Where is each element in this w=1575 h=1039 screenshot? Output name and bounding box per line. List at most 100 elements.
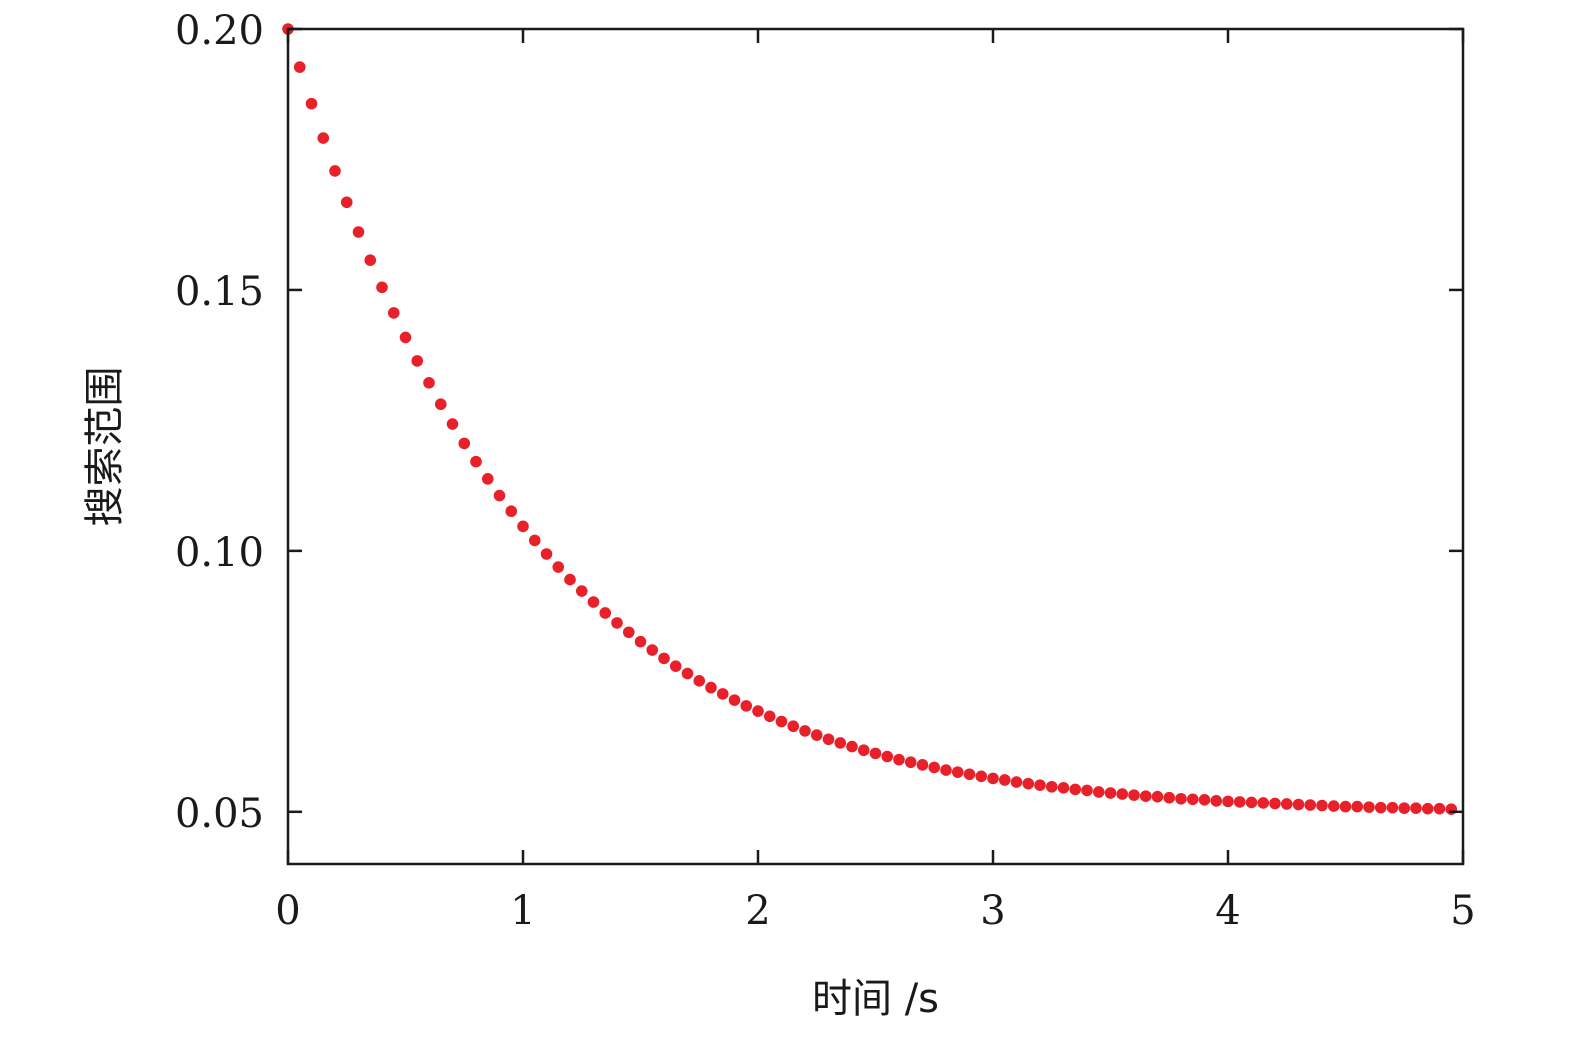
data-point: [528, 534, 541, 547]
data-point: [1257, 797, 1270, 809]
data-point: [1327, 800, 1340, 812]
data-point: [1010, 776, 1023, 788]
data-point: [1151, 790, 1164, 803]
data-point: [646, 644, 659, 656]
data-point: [1421, 802, 1434, 815]
y-tick-label: 0.10: [175, 530, 264, 576]
plot-frame: [286, 27, 1465, 866]
data-point: [1245, 796, 1258, 809]
data-point: [1386, 801, 1399, 814]
data-point: [846, 740, 858, 753]
data-point: [458, 437, 471, 450]
data-point: [1069, 783, 1082, 796]
data-point: [693, 675, 706, 687]
x-tick-label: 2: [745, 888, 770, 934]
data-point: [669, 660, 682, 673]
data-point: [1210, 795, 1223, 807]
data-point: [1104, 787, 1117, 799]
data-point: [446, 418, 459, 430]
data-point: [1092, 786, 1105, 798]
data-point: [1198, 794, 1211, 806]
data-point: [1304, 799, 1317, 811]
data-point: [998, 774, 1011, 786]
data-point: [1081, 784, 1093, 797]
data-point: [834, 737, 847, 749]
x-tick-label: 4: [1215, 888, 1240, 934]
x-tick-label: 1: [510, 888, 535, 934]
data-point: [775, 715, 788, 728]
data-point: [1116, 788, 1129, 800]
data-point: [540, 548, 553, 560]
data-point: [1022, 777, 1035, 790]
data-point: [1292, 798, 1305, 811]
data-point: [1374, 801, 1387, 814]
data-point: [940, 764, 952, 776]
data-point: [1222, 795, 1234, 808]
data-point: [951, 766, 964, 778]
data-point: [1034, 779, 1046, 791]
data-point: [1363, 801, 1375, 813]
data-point: [1128, 789, 1140, 801]
data-point: [481, 473, 494, 485]
data-point: [705, 681, 717, 694]
data-point: [752, 705, 764, 717]
data-point: [564, 573, 576, 586]
data-point: [787, 720, 800, 733]
data-point: [293, 61, 306, 73]
data-point: [575, 585, 588, 597]
data-point: [716, 688, 729, 700]
data-point: [1339, 800, 1352, 813]
data-point: [987, 772, 999, 785]
data-point: [975, 770, 988, 783]
data-point: [658, 652, 670, 665]
data-point: [869, 747, 882, 760]
data-point: [599, 607, 612, 619]
y-tick-label: 0.20: [175, 8, 264, 54]
data-point: [411, 355, 424, 367]
y-axis-title: 搜索范围: [82, 367, 128, 527]
data-point: [622, 626, 635, 639]
data-point: [1410, 802, 1422, 814]
data-point: [317, 132, 330, 144]
data-point: [1280, 798, 1293, 810]
data-point: [1175, 792, 1187, 805]
data-point: [352, 226, 365, 238]
data-point: [611, 617, 623, 629]
data-point: [340, 196, 353, 209]
data-point: [1316, 799, 1328, 812]
data-point: [1269, 797, 1281, 810]
data-point: [505, 505, 518, 518]
data-point: [423, 377, 435, 389]
data-point: [904, 756, 917, 769]
data-point: [305, 97, 318, 110]
data-point: [434, 398, 447, 411]
data-point: [517, 520, 529, 533]
data-point: [916, 759, 929, 771]
data-point: [881, 750, 894, 763]
data-point: [552, 561, 565, 573]
x-axis-title: 时间 /s: [812, 976, 939, 1022]
data-point: [1163, 791, 1176, 804]
x-tick-label: 3: [980, 888, 1005, 934]
x-tick-label: 5: [1450, 888, 1475, 934]
data-points: [282, 23, 1458, 816]
y-tick-label: 0.15: [175, 269, 264, 315]
data-point: [1057, 782, 1070, 794]
data-point: [329, 165, 341, 177]
data-point: [364, 254, 377, 266]
data-point: [1139, 790, 1152, 802]
y-axis-ticks: 0.05 0.10 0.15 0.20: [175, 8, 1463, 837]
data-point: [963, 768, 976, 781]
data-point: [587, 596, 600, 608]
data-point: [810, 729, 823, 741]
data-point: [634, 635, 647, 648]
data-point: [893, 753, 905, 766]
data-point: [740, 700, 753, 712]
data-point: [1351, 800, 1364, 813]
data-point: [1045, 780, 1058, 793]
data-point: [493, 489, 506, 502]
data-point: [1233, 796, 1246, 808]
y-tick-label: 0.05: [175, 791, 264, 837]
data-point: [822, 733, 835, 746]
